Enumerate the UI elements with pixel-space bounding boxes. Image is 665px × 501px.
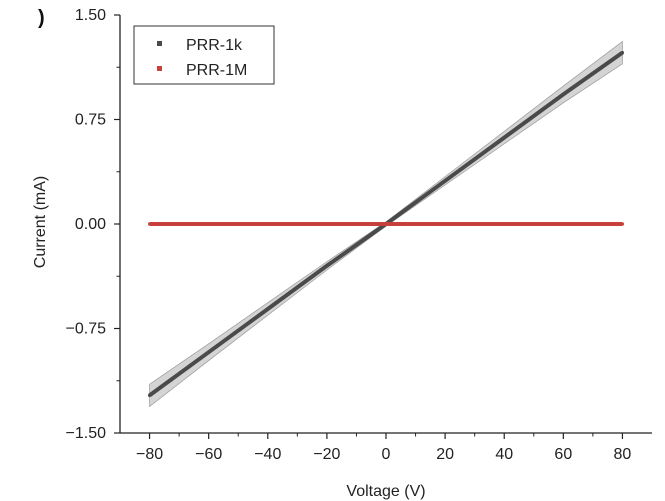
legend-label: PRR-1M [186,62,247,79]
legend-box [133,25,275,85]
data-point [561,222,565,226]
x-tick-label: −20 [313,446,340,463]
data-point [325,264,329,268]
y-tick-label: 1.50 [75,7,106,24]
x-tick-label: 80 [614,446,632,463]
data-point [266,222,270,226]
x-tick-label: 60 [554,446,572,463]
x-tick-label: −60 [195,446,222,463]
legend-marker [157,66,162,71]
panel-label: ) [38,7,45,29]
data-point [620,51,625,55]
series-layer [147,40,625,408]
data-point [561,92,565,97]
y-axis-title: Current (mA) [32,176,49,268]
data-point [620,222,625,226]
x-tick-label: 0 [382,446,391,463]
y-tick-label: 0.75 [75,112,106,129]
data-point [325,222,329,226]
data-point [443,179,447,183]
x-tick-label: −40 [254,446,281,463]
y-tick-label: −1.50 [66,425,107,442]
x-axis-title: Voltage (V) [346,483,425,500]
data-point [207,350,211,354]
x-tick-label: 40 [495,446,513,463]
series-1 [147,222,625,226]
legend-label: PRR-1k [186,37,243,54]
x-tick-label: −80 [136,446,163,463]
data-point [266,307,270,311]
legend-marker [157,41,162,46]
y-tick-label: −0.75 [66,321,107,338]
plot-area [147,40,625,408]
data-point [147,393,152,397]
data-point [147,222,152,226]
axes: −80 −60 −40 −20 0 20 40 60 80 −1.50 −0.75 0.00 0.75 1… [66,7,652,463]
x-tick-label: 20 [436,446,454,463]
data-point [384,222,388,226]
data-point [443,222,447,226]
data-point [502,222,506,226]
legend: PRR-1k PRR-1M [133,25,275,85]
data-point [502,136,506,140]
y-tick-label: 0.00 [75,216,106,233]
data-point [207,222,211,226]
